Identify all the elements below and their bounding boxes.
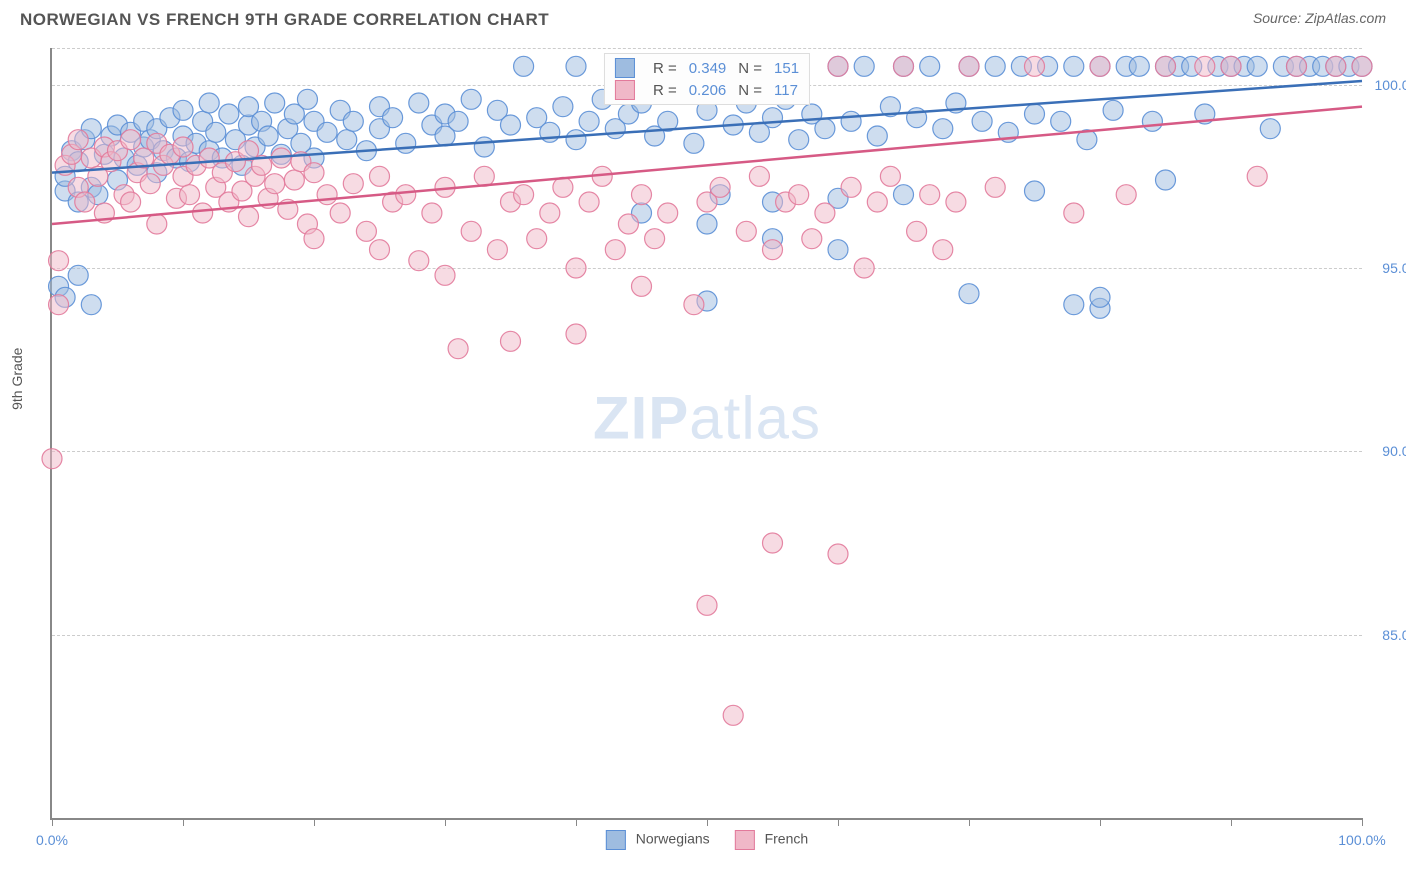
r-label: R = (653, 60, 677, 77)
r-label: R = (653, 82, 677, 99)
stats-swatch-norwegians (615, 58, 635, 78)
legend-swatch-french (735, 830, 755, 850)
y-axis-label: 9th Grade (9, 348, 25, 410)
stats-row-2: R = 0.206 N = 117 (615, 79, 799, 101)
scatter-plot (52, 48, 1362, 818)
n-label: N = (738, 82, 762, 99)
x-tick-label: 100.0% (1338, 832, 1385, 848)
stats-box: R = 0.349 N = 151 R = 0.206 N = 117 (604, 53, 810, 105)
chart-title: NORWEGIAN VS FRENCH 9TH GRADE CORRELATIO… (20, 10, 549, 30)
legend-swatch-norwegians (606, 830, 626, 850)
y-tick-label: 90.0% (1382, 443, 1406, 459)
legend-item-french: French (735, 830, 808, 850)
n-value-1: 151 (774, 60, 799, 77)
legend-item-norwegians: Norwegians (606, 830, 710, 850)
n-label: N = (738, 60, 762, 77)
legend-label-french: French (765, 831, 809, 847)
r-value-2: 0.206 (689, 82, 727, 99)
y-tick-label: 85.0% (1382, 627, 1406, 643)
x-tick-label: 0.0% (36, 832, 68, 848)
source-label: Source: ZipAtlas.com (1253, 10, 1386, 26)
legend: Norwegians French (606, 830, 808, 850)
r-value-1: 0.349 (689, 60, 727, 77)
y-tick-label: 95.0% (1382, 260, 1406, 276)
chart-area: 9th Grade 85.0%90.0%95.0%100.0% 0.0%100.… (50, 48, 1362, 820)
legend-label-norwegians: Norwegians (636, 831, 710, 847)
stats-swatch-french (615, 80, 635, 100)
chart-container: NORWEGIAN VS FRENCH 9TH GRADE CORRELATIO… (0, 0, 1406, 892)
stats-row-1: R = 0.349 N = 151 (615, 57, 799, 79)
y-tick-label: 100.0% (1375, 77, 1406, 93)
n-value-2: 117 (774, 82, 798, 99)
